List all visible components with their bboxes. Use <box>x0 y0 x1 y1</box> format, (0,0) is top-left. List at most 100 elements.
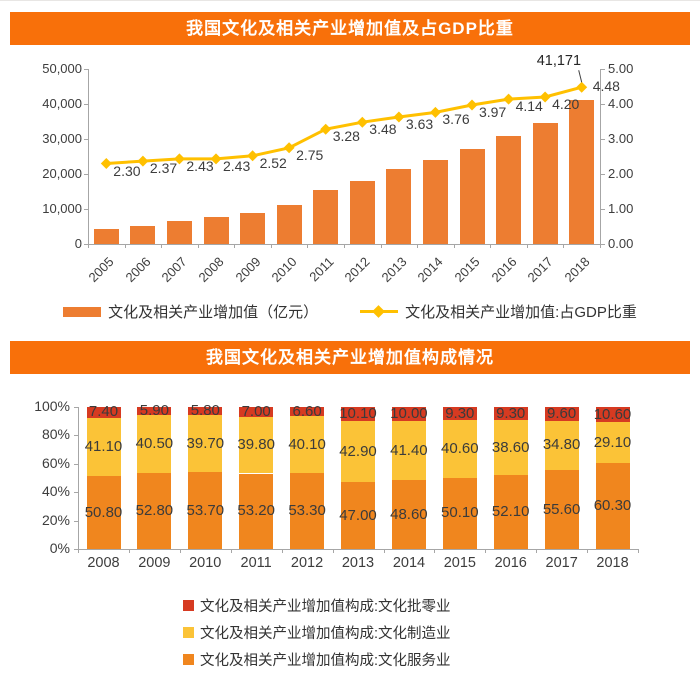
segment-data-label: 40.60 <box>441 440 479 457</box>
stacked-bar-segment <box>86 476 121 549</box>
tick-mark <box>74 407 78 408</box>
y-axis-right-line <box>600 69 601 245</box>
tick-mark <box>74 520 78 522</box>
segment-data-label: 42.90 <box>339 442 377 460</box>
stacked-bar-segment <box>391 407 426 422</box>
segment-data-label: 7.00 <box>241 403 271 420</box>
x-axis-tick-label: 2015 <box>443 555 476 571</box>
stacked-bar-segment <box>391 480 426 549</box>
tick-mark <box>490 244 492 248</box>
tick-mark <box>601 174 605 175</box>
segment-data-label: 52.10 <box>491 503 530 520</box>
bar-series-swatch <box>63 306 102 317</box>
stacked-bar-segment <box>341 482 375 549</box>
tick-mark <box>281 549 283 553</box>
bar <box>240 213 266 244</box>
line-data-label: 4.48 <box>592 78 620 95</box>
y-axis-tick-label: 1.00 <box>608 201 634 216</box>
segment-data-label: 5.80 <box>190 402 220 420</box>
bar <box>496 136 522 244</box>
tick-mark <box>179 549 181 553</box>
x-axis-tick-label: 2017 <box>545 555 578 571</box>
stacked-bar-segment <box>544 470 579 549</box>
stacked-bar-segment <box>493 420 528 475</box>
segment-data-label: 9.30 <box>445 404 475 422</box>
tick-mark <box>453 244 455 248</box>
stacked-bar-segment <box>290 407 325 417</box>
tick-mark <box>161 244 163 248</box>
line-data-label: 2.52 <box>259 154 287 171</box>
stacked-bar-segment <box>341 421 375 483</box>
stacked-bar-segment <box>442 420 477 478</box>
legend-item-added-value: 文化及相关产业增加值（亿元） <box>63 301 318 322</box>
stacked-bar-segment <box>595 422 630 464</box>
legend-item-gdp-share: 文化及相关产业增加值:占GDP比重 <box>360 301 637 322</box>
y-axis-tick-label: 60% <box>41 454 70 471</box>
tick-mark <box>84 244 88 245</box>
tick-mark <box>74 435 78 437</box>
stacked-bar-segment <box>188 415 223 473</box>
segment-data-label: 9.60 <box>546 404 577 422</box>
stacked-bar-segment <box>86 407 121 418</box>
tick-mark <box>587 549 589 553</box>
tick-mark <box>197 244 199 248</box>
segment-data-label: 10.10 <box>339 405 377 423</box>
segment-data-label: 9.30 <box>496 404 526 422</box>
tick-mark <box>74 549 78 550</box>
x-axis-line <box>78 549 639 550</box>
segment-data-label: 50.80 <box>84 503 123 521</box>
tick-mark <box>88 244 89 248</box>
bar <box>203 217 229 244</box>
line-data-label: 3.76 <box>442 111 470 128</box>
segment-data-label: 6.60 <box>292 402 322 420</box>
tick-mark <box>84 139 88 140</box>
tick-mark <box>332 549 334 553</box>
x-axis-tick-label: 2016 <box>494 555 527 571</box>
segment-data-label: 7.40 <box>88 403 119 421</box>
y-axis-tick-label: 0.00 <box>608 236 634 251</box>
tick-mark <box>270 244 272 248</box>
tick-mark <box>74 463 78 465</box>
y-axis-tick-label: 0 <box>74 236 82 251</box>
gdp-chart-plot: 50,000 40,000 30,000 20,000 10,000 0 5.00 4.00 3… <box>0 1 700 341</box>
y-axis-tick-label: 50,000 <box>42 61 82 76</box>
x-axis-tick-label: 2008 <box>87 555 120 571</box>
x-axis-tick-label: 2014 <box>392 555 426 571</box>
segment-data-label: 39.80 <box>237 436 275 454</box>
line-data-label: 2.30 <box>113 162 141 179</box>
line-data-label: 3.97 <box>479 104 507 120</box>
tick-mark <box>536 549 538 553</box>
y-axis-tick-label: 0% <box>49 540 70 556</box>
stacked-bar-segment <box>442 477 477 549</box>
segment-data-label: 60.30 <box>593 497 632 515</box>
y-axis-tick-label: 30,000 <box>42 131 82 146</box>
diamond-marker-icon <box>372 305 386 318</box>
tick-mark <box>84 209 88 210</box>
stacked-bar-segment <box>239 407 274 417</box>
segment-data-label: 40.50 <box>135 435 174 453</box>
chart-section-composition: 我国文化及相关产业增加值构成情况 100% 80% 60% 40% 20% 0% 2008 2… <box>0 341 700 676</box>
segment-data-label: 48.60 <box>390 505 428 523</box>
tick-mark <box>380 244 382 248</box>
segment-data-label: 52.80 <box>135 502 174 520</box>
tick-mark <box>638 549 639 553</box>
stacked-bar-segment <box>137 407 172 416</box>
bar <box>313 189 339 244</box>
tick-mark <box>601 104 605 105</box>
stacked-bar-segment <box>442 407 477 421</box>
tick-mark <box>74 492 78 494</box>
tick-mark <box>128 549 130 553</box>
y-axis-tick-label: 40,000 <box>42 96 82 111</box>
stacked-bar-segment <box>595 407 630 423</box>
bar <box>130 226 156 244</box>
x-axis-tick-label: 2012 <box>290 555 324 571</box>
line-data-label: 3.28 <box>332 128 360 145</box>
composition-chart-plot: 100% 80% 60% 40% 20% 0% 2008 2009 2010 2011 2012 20… <box>0 341 700 676</box>
line-data-label: 2.75 <box>296 146 324 163</box>
y-axis-tick-label: 80% <box>41 426 70 443</box>
stacked-bar-segment <box>595 463 630 549</box>
tick-mark <box>434 549 436 553</box>
stacked-bar-segment <box>341 407 375 422</box>
legend-label: 文化及相关产业增加值构成:文化服务业 <box>200 653 451 669</box>
